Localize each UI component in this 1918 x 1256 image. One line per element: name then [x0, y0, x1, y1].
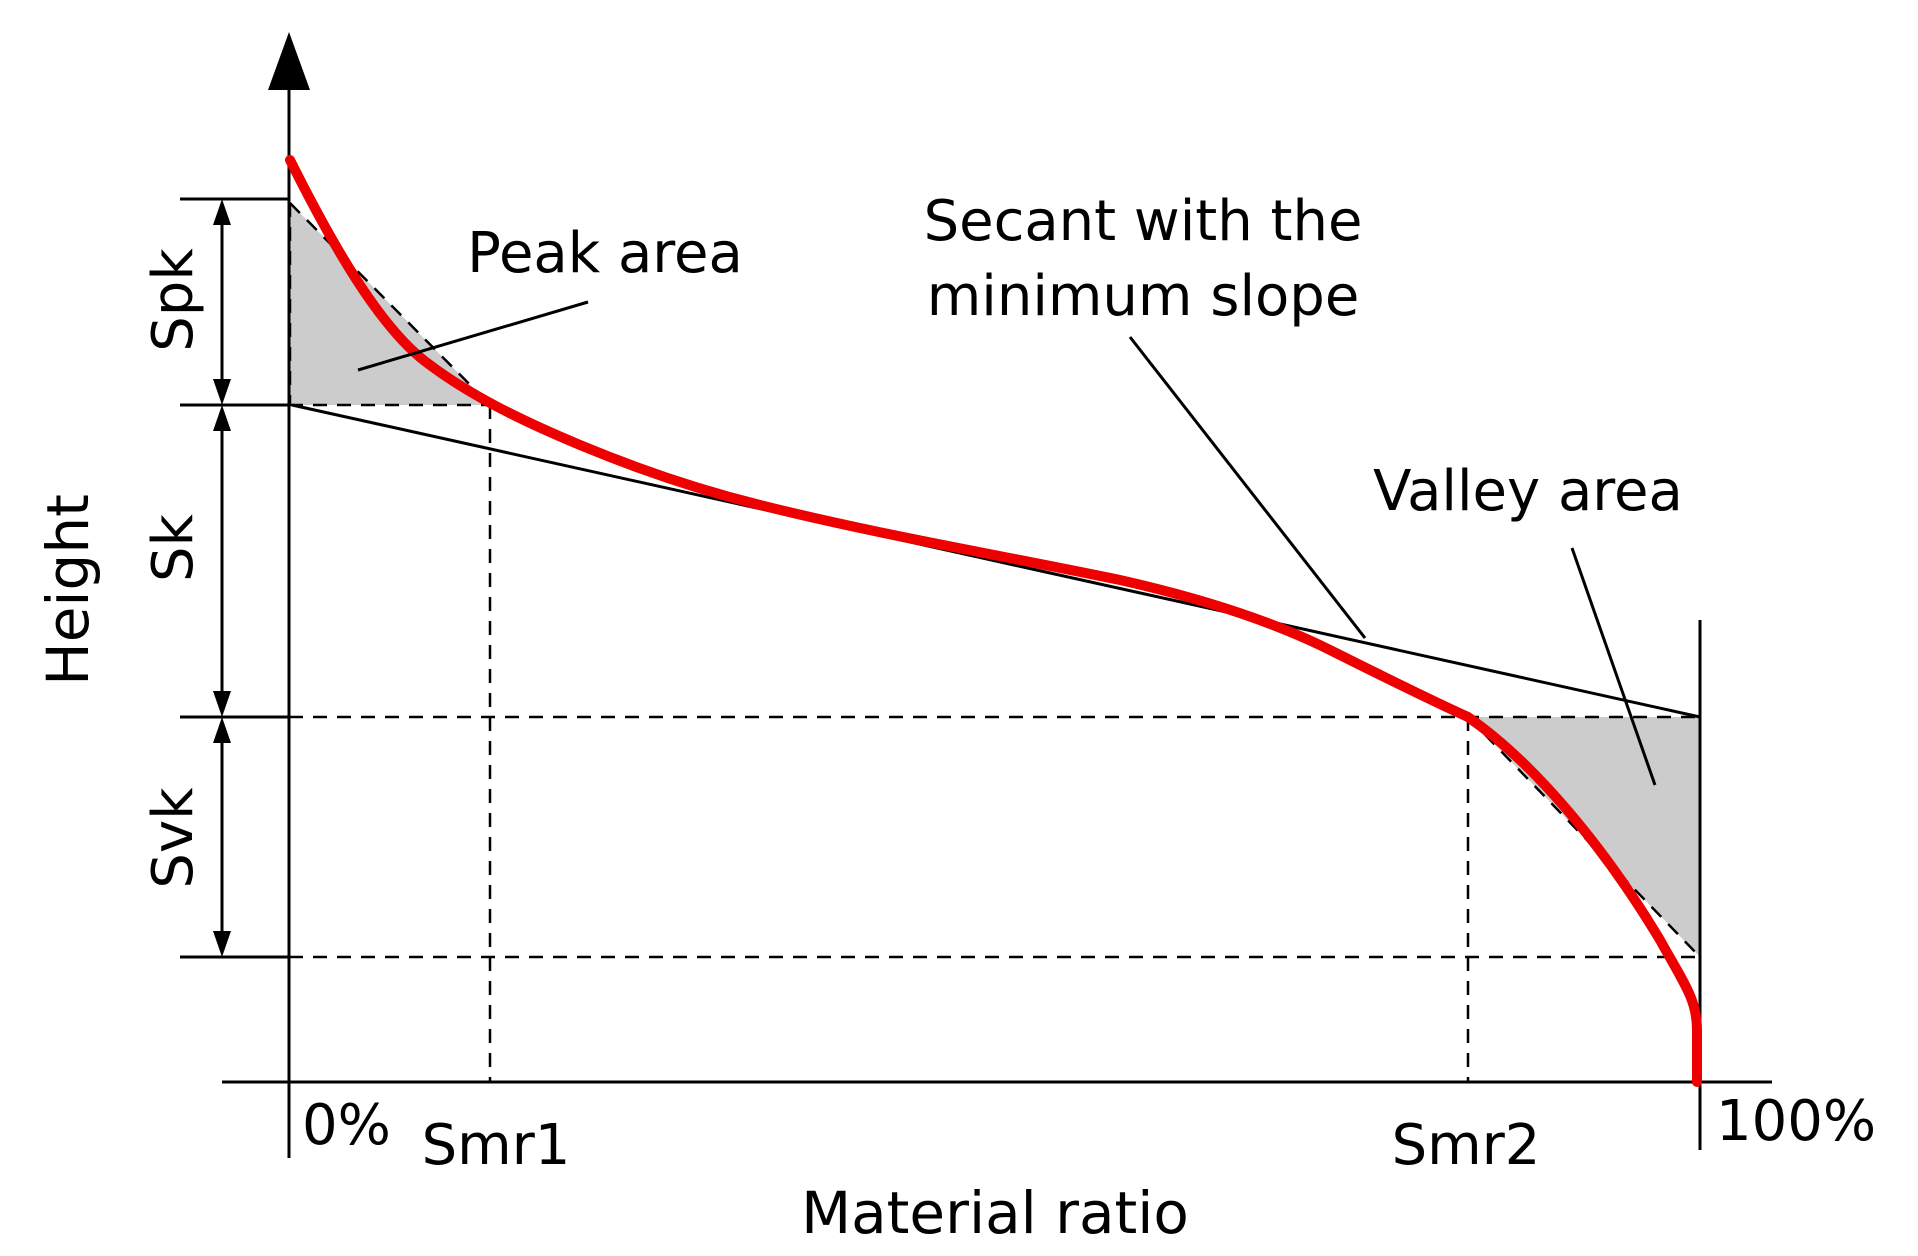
spk-double-arrow — [213, 199, 231, 405]
sk-label: Sk — [141, 513, 206, 582]
valley-area-label: Valley area — [1373, 459, 1683, 524]
peak-area-leader — [357, 300, 589, 372]
hundred-percent-label: 100% — [1716, 1089, 1876, 1154]
valley-triangle-hypotenuse — [1467, 716, 1701, 958]
smr2-label: Smr2 — [1392, 1113, 1541, 1178]
secant-leader — [1128, 336, 1367, 639]
peak-area-label: Peak area — [467, 221, 743, 286]
y-axis-label: Height — [34, 494, 102, 686]
secant-line — [291, 403, 1701, 719]
zero-percent-label: 0% — [302, 1093, 391, 1158]
svk-label: Svk — [141, 787, 206, 889]
sk-double-arrow — [213, 405, 231, 717]
x-axis-label: Material ratio — [801, 1179, 1189, 1247]
secant-label-line1: Secant with the — [924, 189, 1363, 254]
y-axis-arrowhead — [268, 32, 310, 90]
material-ratio-curve — [285, 155, 1702, 1087]
secant-label-line2: minimum slope — [927, 264, 1360, 329]
svk-double-arrow — [213, 717, 231, 957]
spk-label: Spk — [141, 248, 206, 352]
valley-area-leader — [1570, 547, 1657, 786]
smr1-label: Smr1 — [422, 1113, 571, 1178]
